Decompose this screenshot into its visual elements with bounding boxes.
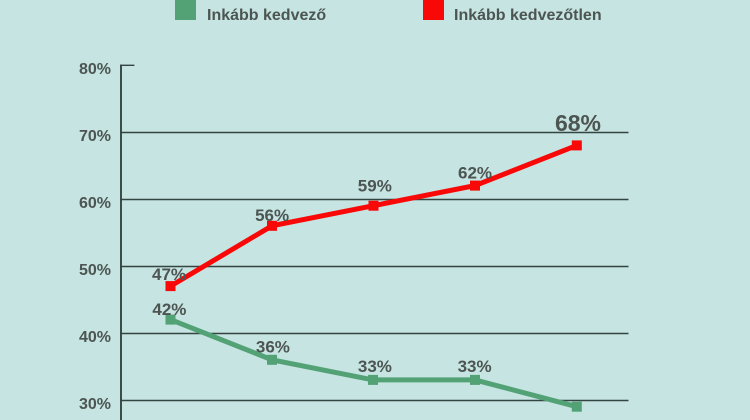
svg-text:80%: 80%	[79, 61, 111, 78]
svg-text:70%: 70%	[79, 128, 111, 145]
svg-text:33%: 33%	[458, 357, 492, 376]
svg-text:60%: 60%	[79, 195, 111, 212]
svg-text:42%: 42%	[152, 300, 186, 319]
svg-text:40%: 40%	[79, 329, 111, 346]
svg-text:50%: 50%	[79, 262, 111, 279]
svg-text:59%: 59%	[358, 176, 392, 195]
svg-text:62%: 62%	[458, 164, 492, 183]
svg-text:36%: 36%	[256, 337, 290, 356]
svg-text:Inkább kedvezőtlen: Inkább kedvezőtlen	[454, 7, 602, 24]
svg-text:47%: 47%	[152, 265, 186, 284]
svg-text:33%: 33%	[358, 357, 392, 376]
svg-text:56%: 56%	[255, 206, 289, 225]
svg-text:30%: 30%	[79, 396, 111, 413]
svg-text:Inkább kedvező: Inkább kedvező	[207, 7, 326, 24]
svg-text:68%: 68%	[555, 110, 601, 136]
